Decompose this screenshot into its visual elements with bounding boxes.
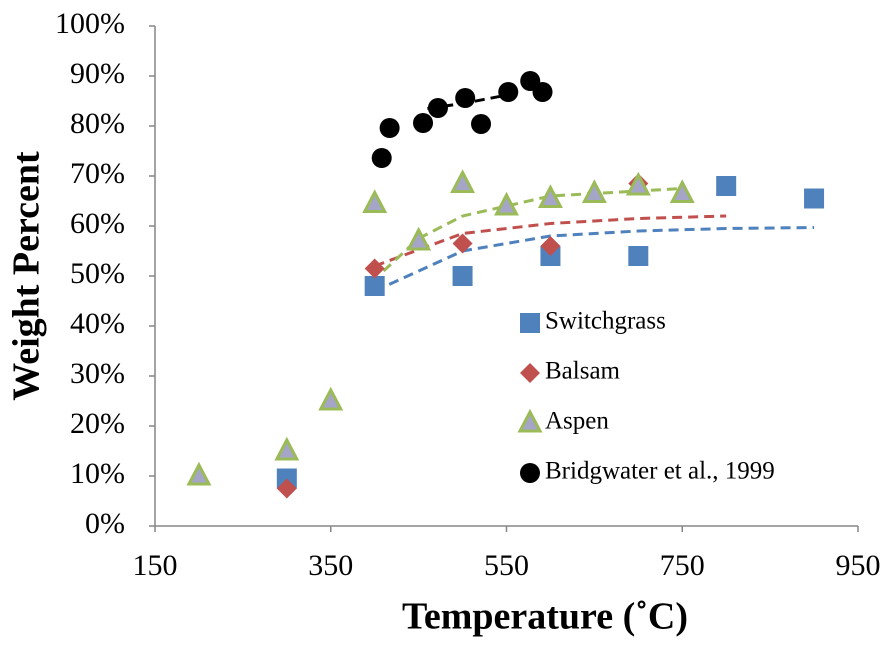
x-tick-label: 150 [133, 549, 178, 582]
legend-label: Bridgwater et al., 1999 [545, 458, 775, 485]
point [532, 82, 553, 102]
point [537, 184, 563, 208]
y-tick-label: 30% [70, 357, 125, 390]
legend-label: Balsam [545, 358, 621, 385]
y-tick-label: 50% [70, 257, 125, 290]
legend-marker [520, 363, 540, 383]
y-tick-label: 90% [70, 57, 125, 90]
point [274, 436, 300, 461]
point [628, 246, 649, 266]
point [413, 113, 434, 133]
point [406, 226, 432, 251]
x-tick-label: 950 [836, 549, 881, 582]
y-tick-label: 40% [70, 307, 125, 340]
point [471, 114, 492, 134]
point [276, 478, 297, 499]
y-tick-label: 0% [85, 507, 125, 540]
legend-label: Aspen [545, 408, 609, 435]
point [540, 236, 561, 256]
point [379, 118, 400, 138]
x-tick-label: 350 [308, 549, 353, 582]
legend-marker [517, 408, 543, 433]
point [669, 179, 695, 203]
point [716, 176, 737, 196]
x-axis-title: Temperature (˚C) [402, 596, 688, 638]
y-tick-label: 10% [70, 457, 125, 490]
trendline [374, 214, 727, 268]
point [371, 148, 392, 168]
point [625, 171, 651, 196]
point [427, 98, 448, 118]
y-tick-label: 100% [55, 7, 125, 40]
point [498, 82, 519, 102]
y-axis-title: Weight Percent [6, 151, 48, 401]
point [452, 266, 473, 286]
point [362, 189, 388, 213]
y-tick-label: 70% [70, 157, 125, 190]
legend-marker [520, 313, 540, 333]
x-tick-label: 750 [660, 549, 705, 582]
y-tick-label: 60% [70, 207, 125, 240]
legend-label: Switchgrass [545, 308, 666, 335]
point [364, 258, 385, 279]
legend-marker [520, 463, 540, 483]
point [186, 461, 212, 486]
y-tick-label: 80% [70, 107, 125, 140]
point [455, 88, 476, 108]
point [452, 233, 473, 254]
point [494, 191, 519, 216]
point [318, 386, 344, 411]
x-tick-label: 550 [484, 549, 529, 582]
point [581, 179, 607, 203]
point [804, 188, 825, 209]
point [450, 169, 476, 193]
point [364, 276, 385, 296]
trendline [374, 226, 815, 293]
y-tick-label: 20% [70, 407, 125, 440]
